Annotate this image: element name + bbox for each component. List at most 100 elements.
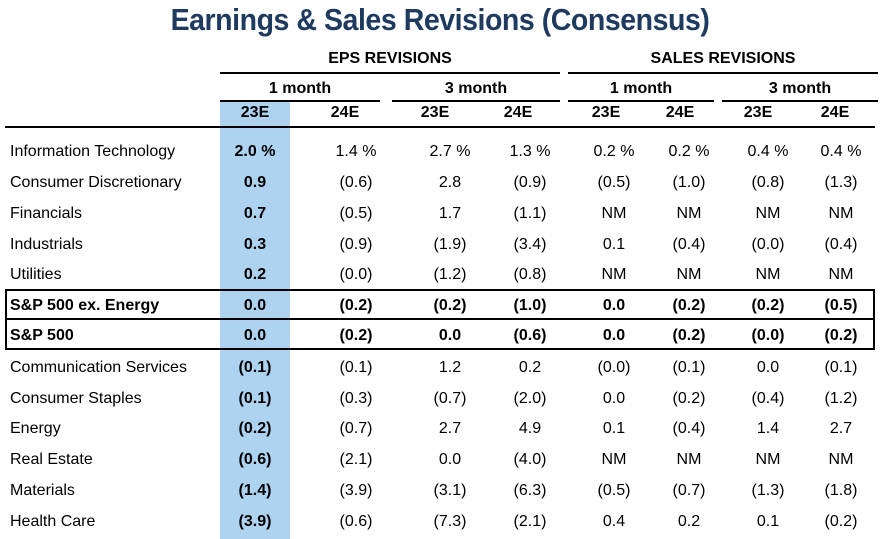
table-row: Industrials 0.3 (0.9) (1.9) (3.4) 0.1 (0.4) (0.… — [0, 231, 880, 262]
table-cell: (4.0) — [513, 451, 547, 468]
table-cell: (0.0) — [751, 236, 785, 253]
table-cell: (0.4) — [824, 236, 858, 253]
table-row: Financials 0.7 (0.5) 1.7 (1.1) NM NM NM NM — [0, 200, 880, 231]
table-cell: (0.9) — [513, 174, 547, 191]
table-cell: (0.5) — [824, 297, 858, 314]
table-cell: 1.4 % — [335, 143, 377, 160]
table-cell: (3.9) — [238, 513, 272, 530]
table-cell: (0.2) — [824, 513, 858, 530]
table-cell: (0.3) — [339, 390, 373, 407]
table-cell: 0.0 — [602, 327, 626, 344]
row-label: Financials — [10, 205, 83, 222]
row-label: Materials — [10, 482, 75, 499]
row-label: Energy — [10, 420, 61, 437]
page-title: Earnings & Sales Revisions (Consensus) — [170, 2, 710, 37]
table-cell: (7.3) — [433, 513, 467, 530]
table-cell: 0.0 — [243, 297, 267, 314]
table-cell: 0.2 — [243, 266, 267, 283]
period-header-sales-3m: 3 month — [768, 80, 832, 97]
year-header: 24E — [330, 104, 360, 121]
table-cell: 0.9 — [243, 174, 267, 191]
table-cell: 0.2 — [518, 359, 542, 376]
row-label: Communication Services — [10, 359, 187, 376]
table-row: S&P 500 ex. Energy 0.0 (0.2) (0.2) (1.0) 0.0 (… — [0, 292, 880, 323]
table-cell: (0.8) — [513, 266, 547, 283]
table-cell: NM — [828, 451, 854, 468]
table-cell: 1.2 — [438, 359, 462, 376]
table-cell: 0.1 — [602, 420, 626, 437]
row-label: Utilities — [10, 266, 62, 283]
period-rule — [220, 100, 380, 102]
table-cell: (2.1) — [513, 513, 547, 530]
table-cell: (1.0) — [672, 174, 706, 191]
table-cell: (0.0) — [751, 327, 785, 344]
table-cell: (6.3) — [513, 482, 547, 499]
table-cell: (1.3) — [751, 482, 785, 499]
table-cell: (0.9) — [339, 236, 373, 253]
table-cell: 0.0 — [756, 359, 780, 376]
table-row: Materials (1.4) (3.9) (3.1) (6.3) (0.5) (0.7) (… — [0, 477, 880, 508]
table-cell: (0.4) — [672, 236, 706, 253]
table-cell: NM — [755, 451, 781, 468]
table-cell: (0.2) — [238, 420, 272, 437]
table-cell: (0.4) — [672, 420, 706, 437]
table-cell: (0.6) — [238, 451, 272, 468]
period-rule — [722, 100, 878, 102]
table-cell: (1.3) — [824, 174, 858, 191]
eps-revisions-header: EPS REVISIONS — [328, 50, 452, 67]
table-cell: 2.7 — [829, 420, 853, 437]
table-cell: NM — [601, 205, 627, 222]
table-cell: (0.1) — [824, 359, 858, 376]
table-cell: 0.0 — [602, 297, 626, 314]
table-cell: (0.4) — [751, 390, 785, 407]
table-cell: NM — [601, 266, 627, 283]
table-cell: (2.1) — [339, 451, 373, 468]
table-cell: (1.2) — [824, 390, 858, 407]
row-label: Consumer Staples — [10, 390, 142, 407]
period-header-eps-1m: 1 month — [268, 80, 332, 97]
table-cell: 2.8 — [438, 174, 462, 191]
table-cell: (1.4) — [238, 482, 272, 499]
year-header: 23E — [240, 104, 270, 121]
table-cell: 1.3 % — [509, 143, 551, 160]
table-cell: (0.5) — [597, 482, 631, 499]
table-cell: (1.9) — [433, 236, 467, 253]
table-cell: (0.0) — [597, 359, 631, 376]
table-cell: NM — [755, 205, 781, 222]
table-cell: (1.0) — [513, 297, 547, 314]
table-cell: (0.2) — [672, 297, 706, 314]
table-cell: NM — [755, 266, 781, 283]
row-label: S&P 500 ex. Energy — [10, 297, 160, 314]
table-cell: 0.0 — [602, 390, 626, 407]
table-cell: 2.7 — [438, 420, 462, 437]
table-cell: (0.2) — [824, 327, 858, 344]
table-cell: (0.1) — [339, 359, 373, 376]
table-cell: (0.2) — [339, 327, 373, 344]
table-cell: (0.6) — [339, 513, 373, 530]
row-label: Information Technology — [10, 143, 176, 160]
table-row: Consumer Staples (0.1) (0.3) (0.7) (2.0) 0.0 (… — [0, 385, 880, 416]
table-cell: 0.7 — [243, 205, 267, 222]
table-cell: (0.7) — [672, 482, 706, 499]
table-cell: 1.4 — [756, 420, 780, 437]
table-cell: (0.6) — [513, 327, 547, 344]
table-row: Energy (0.2) (0.7) 2.7 4.9 0.1 (0.4) 1.4 2.7 — [0, 415, 880, 446]
table-cell: 1.7 — [438, 205, 462, 222]
table-cell: 0.1 — [602, 236, 626, 253]
table-cell: (3.9) — [339, 482, 373, 499]
table-cell: (1.1) — [513, 205, 547, 222]
row-label: Industrials — [10, 236, 83, 253]
table-cell: (0.7) — [339, 420, 373, 437]
table-cell: (1.2) — [433, 266, 467, 283]
table-cell: NM — [828, 205, 854, 222]
table-cell: (0.0) — [339, 266, 373, 283]
table-row: Utilities 0.2 (0.0) (1.2) (0.8) NM NM NM NM — [0, 261, 880, 292]
table-row: S&P 500 0.0 (0.2) 0.0 (0.6) 0.0 (0.2) (0.0) (0.2… — [0, 322, 880, 353]
period-rule — [392, 100, 560, 102]
table-cell: 0.2 % — [668, 143, 710, 160]
table-cell: (2.0) — [513, 390, 547, 407]
row-label: Consumer Discretionary — [10, 174, 182, 191]
table-cell: 0.1 — [756, 513, 780, 530]
table-row: Communication Services (0.1) (0.1) 1.2 0.2 (0… — [0, 354, 880, 385]
table-cell: (0.5) — [339, 205, 373, 222]
